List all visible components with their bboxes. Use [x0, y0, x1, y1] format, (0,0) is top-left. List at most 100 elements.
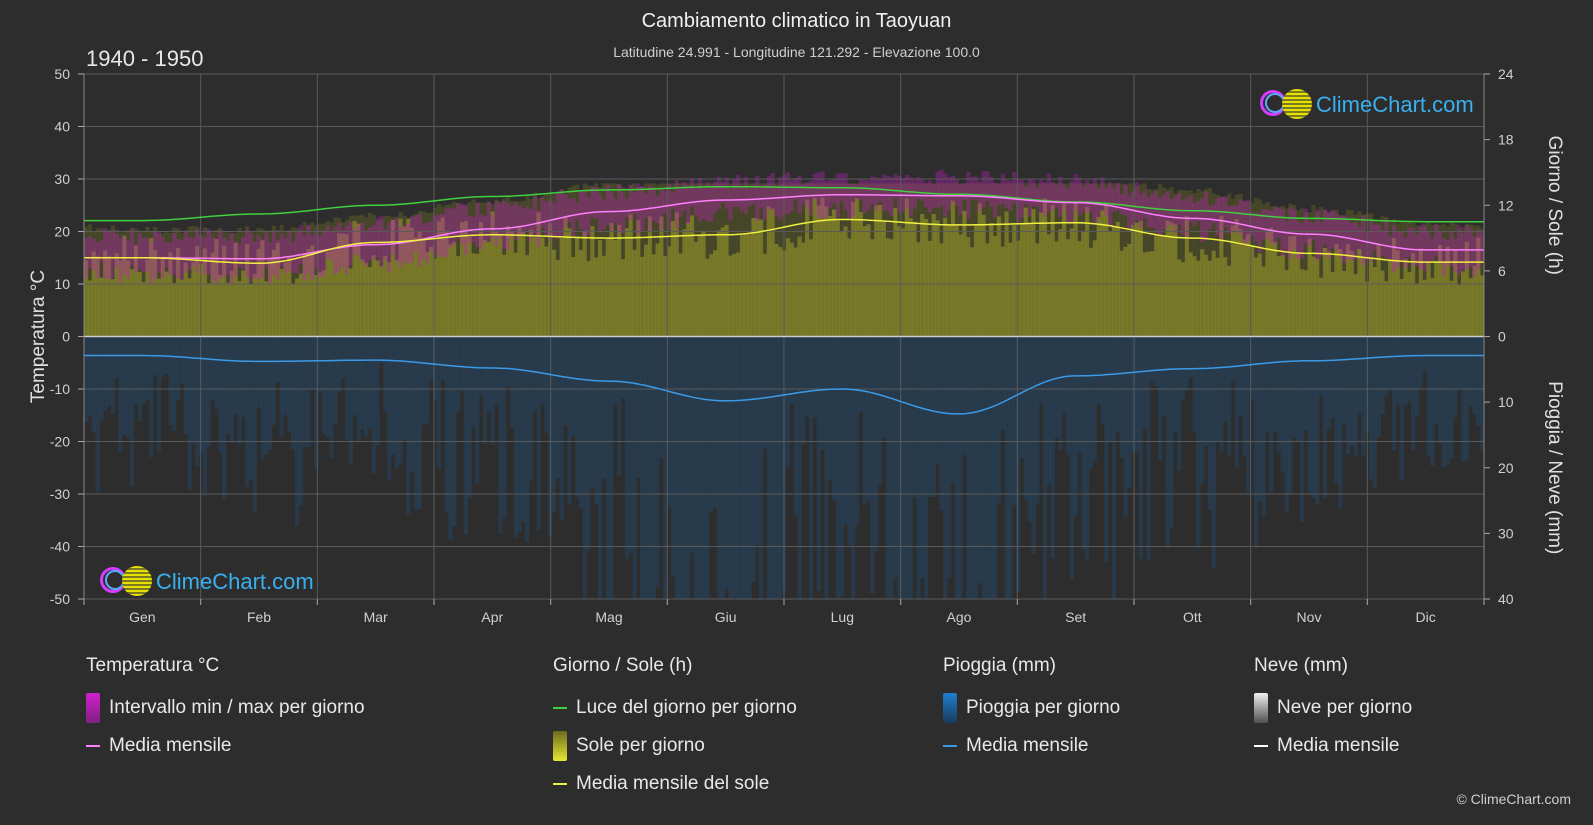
daylight-bar	[1449, 221, 1454, 337]
temp-range-bar	[310, 235, 315, 280]
sunshine-bar	[709, 254, 714, 337]
sunshine-bar	[1119, 250, 1124, 337]
temp-range-bar	[202, 237, 208, 275]
temp-range-bar	[805, 182, 810, 208]
sunshine-bar	[617, 224, 622, 337]
rain-bar	[1388, 336, 1393, 391]
rain-bar	[1054, 336, 1059, 438]
temp-range-bar	[1088, 184, 1094, 213]
sunshine-bar	[812, 197, 818, 337]
rain-bar	[574, 336, 580, 498]
sunshine-bar	[1411, 252, 1416, 337]
sunshine-bar	[436, 221, 442, 337]
sunshine-bar	[1253, 257, 1259, 337]
rain-bar	[1273, 336, 1278, 432]
rain-bar	[375, 336, 380, 446]
temp-range-bar	[801, 184, 806, 205]
rain-bar	[1204, 336, 1209, 447]
legend-snow: Neve (mm) Neve per giorno Media mensile	[1254, 655, 1412, 765]
legend-item: Media mensile	[943, 727, 1120, 765]
sunshine-bar	[728, 255, 733, 337]
rain-bar	[831, 336, 837, 501]
rain-bar	[981, 336, 986, 599]
temp-range-bar	[168, 242, 173, 276]
rain-bar	[655, 336, 660, 587]
temp-range-bar	[279, 233, 284, 267]
temp-range-bar	[1407, 227, 1412, 258]
rain-bar	[225, 336, 231, 434]
temp-range-bar	[1269, 211, 1274, 243]
rain-bar	[118, 336, 123, 453]
temp-range-bar	[87, 235, 93, 269]
sunshine-bar	[1338, 248, 1343, 337]
temp-range-bar	[1230, 205, 1236, 231]
sunshine-bar	[1307, 238, 1312, 337]
temp-range-bar	[156, 231, 162, 273]
sunshine-bar	[628, 214, 633, 337]
rain-bar	[789, 336, 794, 404]
rain-bar	[670, 336, 676, 577]
temp-range-bar	[118, 237, 123, 283]
temp-range-bar	[1296, 221, 1301, 259]
rain-bar	[1196, 336, 1201, 549]
sunshine-bar	[1380, 270, 1385, 337]
rain-bar	[693, 336, 699, 599]
temp-range-bar	[179, 239, 185, 281]
sunshine-bar	[1276, 256, 1282, 337]
temp-range-bar	[563, 194, 568, 228]
rain-bar	[467, 336, 472, 498]
rain-bar	[1004, 336, 1009, 599]
rain-bar	[1261, 336, 1266, 518]
rain-bar	[1016, 336, 1021, 593]
sunshine-bar	[1215, 257, 1220, 337]
sunshine-bar	[686, 222, 691, 337]
sunshine-bar	[302, 252, 307, 337]
rain-bar	[950, 336, 956, 484]
sunshine-bar	[920, 214, 925, 337]
sunshine-bar	[1184, 216, 1190, 337]
x-tick-label: Lug	[831, 609, 854, 625]
temp-range-bar	[1184, 198, 1190, 237]
rain-bar	[149, 336, 154, 458]
temp-range-bar	[1418, 224, 1424, 270]
rain-bar	[1292, 336, 1297, 438]
rain-bar	[766, 336, 771, 599]
brand-logo-top[interactable]: ClimeChart.com	[1258, 88, 1474, 122]
temp-range-bar	[1138, 194, 1144, 228]
rain-bar	[394, 336, 399, 469]
rain-bar	[1073, 336, 1078, 517]
rain-bar	[954, 336, 959, 599]
temp-range-bar	[103, 227, 108, 279]
sunshine-bar	[916, 242, 921, 337]
sunshine-bar	[900, 228, 906, 337]
rain-bar	[1330, 336, 1335, 419]
brand-logo-bottom[interactable]: ClimeChart.com	[98, 565, 314, 599]
sunshine-bar	[279, 268, 284, 337]
temp-range-bar	[751, 184, 756, 205]
sunshine-bar	[659, 216, 664, 337]
rain-bar	[601, 336, 607, 479]
temp-range-bar	[831, 179, 837, 204]
sunshine-bar	[1077, 241, 1082, 337]
sunshine-bar	[1242, 239, 1247, 337]
sunshine-bar	[897, 226, 902, 337]
rain-bar	[310, 336, 315, 391]
temp-range-bar	[644, 193, 649, 219]
temp-range-bar	[91, 238, 96, 271]
temp-range-bar	[571, 197, 576, 237]
sunshine-bar	[398, 218, 403, 337]
temp-range-bar	[670, 192, 676, 210]
rain-bar	[1372, 336, 1378, 489]
y-left-tick-label: 30	[54, 171, 70, 187]
chart-subtitle: Latitudine 24.991 - Longitudine 121.292 …	[613, 44, 980, 60]
sunshine-bar	[1257, 253, 1262, 337]
sunshine-bar	[858, 212, 864, 337]
sunshine-bar	[1376, 244, 1381, 337]
temp-range-bar	[663, 191, 668, 214]
rain-bar	[114, 336, 119, 379]
temp-range-bar	[379, 215, 384, 268]
sunshine-bar	[993, 235, 998, 337]
sunshine-bar	[693, 241, 699, 337]
sunshine-bar	[379, 266, 384, 337]
rain-bar	[137, 336, 142, 422]
